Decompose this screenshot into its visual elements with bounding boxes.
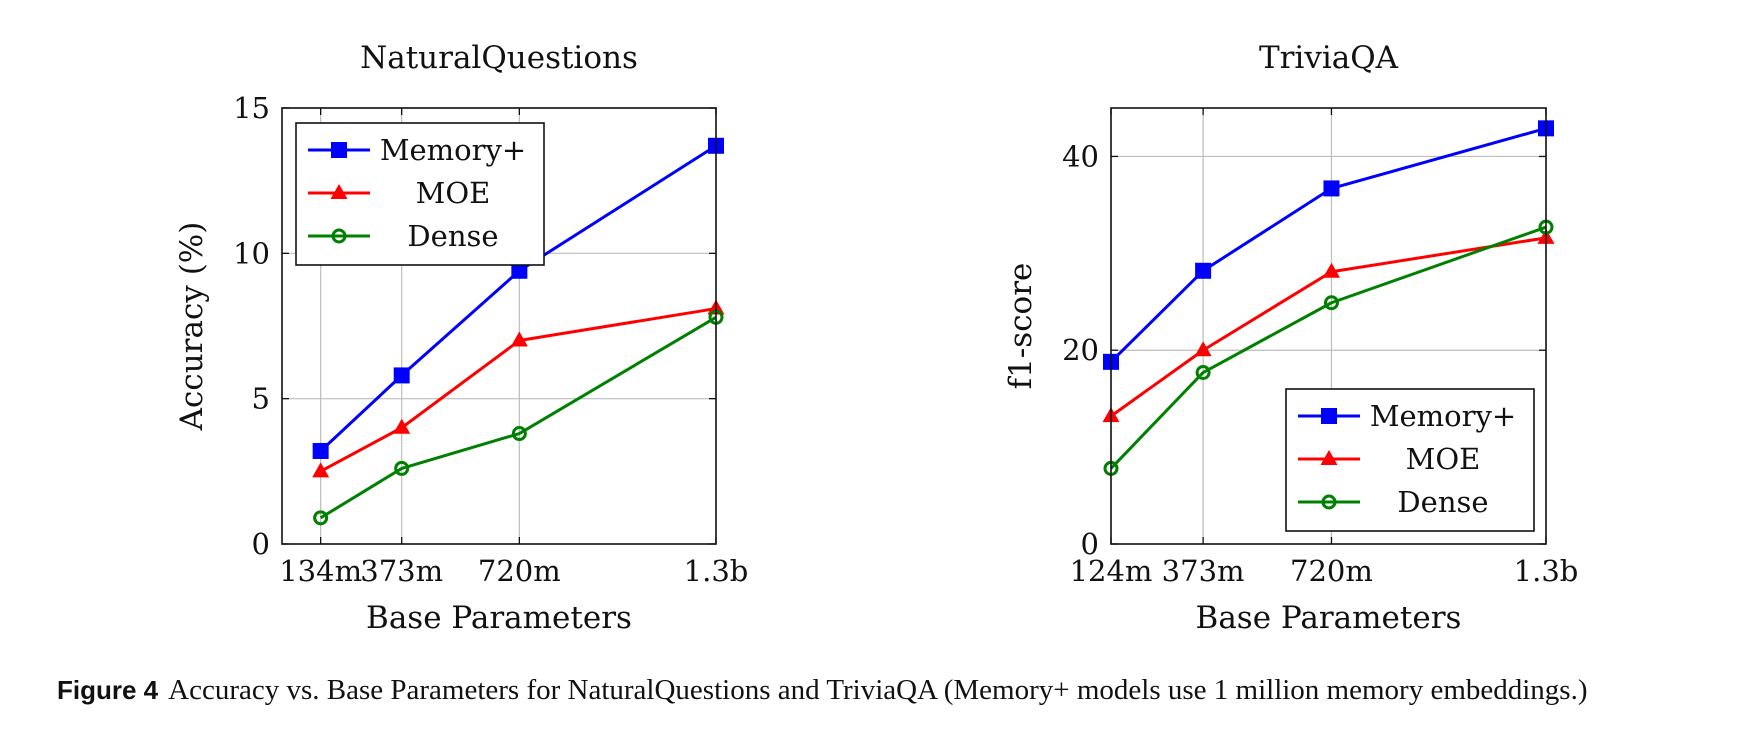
data-point [1195,262,1212,279]
caption-label: Figure 4 [57,675,159,705]
y-tick-label: 0 [252,527,270,561]
figure-caption: Figure 4 Accuracy vs. Base Parameters for… [57,670,1697,710]
x-axis-label: Base Parameters [1196,600,1462,636]
data-point [393,367,410,384]
x-axis-label: Base Parameters [366,600,632,636]
legend-label: MOE [416,176,491,210]
y-tick-label: 5 [252,382,270,416]
y-tick-label: 15 [233,91,270,125]
series-line-memory [1109,126,1547,363]
data-point [313,510,329,526]
legend-marker [330,184,348,199]
chart-title: TriviaQA [1259,40,1399,76]
series-line-dense [319,315,717,520]
y-tick-label: 40 [1062,139,1099,173]
data-point [312,442,329,459]
plot-frame [1110,107,1547,545]
series-line-memory [319,144,717,453]
legend-marker [1321,408,1337,424]
data-point [393,418,411,434]
x-tick-label: 373m [360,554,443,588]
legend: Memory+ MOE Dense [1285,388,1535,532]
legend-marker [331,228,347,244]
legend: Memory+ MOE Dense [295,122,545,266]
legend-label: Memory+ [1370,399,1516,433]
caption-text: Accuracy vs. Base Parameters for Natural… [168,674,1588,706]
chart-2: 124m 373m 720m 1.3b 0 20 40 TriviaQA Base Parame… [1003,40,1578,636]
data-point [510,331,528,347]
series-line-moe [319,307,717,473]
legend-label: Dense [407,219,498,253]
x-tick-label: 373m [1162,554,1245,588]
x-tick-label: 124m [1070,554,1153,588]
data-point [1322,262,1340,278]
x-tick-label: 720m [478,554,561,588]
data-point [511,262,528,279]
y-tick-label: 10 [233,236,270,270]
data-point [1194,341,1212,357]
data-point [1323,180,1340,197]
x-tick-label: 134m [279,554,362,588]
y-axis-label: Accuracy (%) [174,222,210,432]
legend-label: MOE [1406,442,1481,476]
data-point [394,460,410,476]
y-tick-label: 0 [1081,527,1099,561]
x-tick-label: 720m [1290,554,1373,588]
y-tick-label: 20 [1062,333,1099,367]
legend-label: Memory+ [380,133,526,167]
legend-label: Dense [1397,485,1488,519]
series-line-dense [1109,225,1547,470]
legend-marker [1320,450,1338,465]
data-point [1323,295,1339,311]
data-point [1195,365,1211,381]
y-axis-label: f1-score [1003,263,1039,390]
data-point [312,462,330,478]
legend-marker [1321,494,1337,510]
x-tick-label: 1.3b [1514,554,1579,588]
chart-title: NaturalQuestions [360,40,638,76]
legend-marker [331,142,347,158]
series-line-moe [1110,236,1547,418]
plot-frame [281,107,717,545]
x-tick-label: 1.3b [684,554,749,588]
data-point [511,426,527,442]
